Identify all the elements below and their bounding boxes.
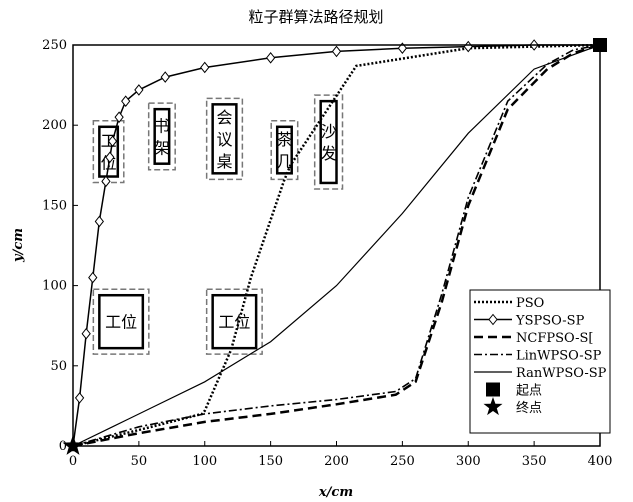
obstacle-box xyxy=(153,107,171,165)
x-tick-label: 100 xyxy=(192,454,217,469)
legend-label: RanWPSO-SP xyxy=(516,366,607,381)
obstacle: 工位 xyxy=(92,120,125,184)
obstacle-buffer-zone xyxy=(205,288,263,355)
y-tick-label: 0 xyxy=(59,439,67,454)
obstacle-buffer-zone xyxy=(92,288,150,355)
x-tick-label: 0 xyxy=(69,454,77,469)
y-axis-label: y/cm xyxy=(11,228,26,263)
legend-item: YSPSO-SP xyxy=(474,314,585,329)
x-axis-ticks: 0 50 100 150 200 250 300 350 400 xyxy=(69,441,613,469)
obstacle-label: 工位 xyxy=(105,313,137,332)
series-point-diamond xyxy=(81,327,91,340)
series-point-diamond xyxy=(101,175,111,188)
legend: PSO YSPSO-SP NCFPSO-S[ LinWPSO-SP RanWPSO-SP… xyxy=(469,289,611,434)
legend-item: NCFPSO-S[ xyxy=(474,331,594,346)
legend-label: YSPSO-SP xyxy=(515,314,585,329)
obstacle-label: 发 xyxy=(321,144,337,163)
obstacle-label: 议 xyxy=(217,130,233,149)
obstacle-label: 架 xyxy=(154,138,170,157)
obstacle-buffer-zone xyxy=(92,120,125,184)
y-tick-label: 200 xyxy=(42,118,67,133)
series-line-solid xyxy=(72,44,601,447)
obstacle: 沙发 xyxy=(313,94,344,190)
series-point-diamond xyxy=(463,40,473,53)
obstacle: 工位 xyxy=(205,288,263,355)
legend-item: PSO xyxy=(474,296,544,311)
series-point-diamond xyxy=(121,95,131,107)
obstacle-label: 沙 xyxy=(321,122,337,141)
legend-label: LinWPSO-SP xyxy=(516,349,602,364)
series-point-diamond xyxy=(105,151,115,164)
y-tick-label: 50 xyxy=(50,359,67,374)
obstacle-label: 会 xyxy=(217,108,233,127)
series-line-dashdot xyxy=(72,44,601,447)
legend-label: 终点 xyxy=(516,400,542,416)
series-point-diamond xyxy=(94,215,104,228)
legend-end-star xyxy=(483,397,503,416)
x-tick-label: 200 xyxy=(324,454,349,469)
series-point-diamond xyxy=(114,111,124,123)
series-point-diamond xyxy=(88,271,98,284)
obstacle-label: 工位 xyxy=(218,313,250,332)
x-axis-label: x/cm xyxy=(318,485,353,500)
legend-item: 起点 xyxy=(486,382,542,399)
obstacle: 茶几 xyxy=(270,120,299,181)
obstacle-box xyxy=(211,103,238,175)
obstacle: 会议桌 xyxy=(205,97,244,181)
x-tick-label: 300 xyxy=(456,454,481,469)
legend-item: RanWPSO-SP xyxy=(474,366,607,381)
legend-item: 终点 xyxy=(483,397,542,416)
obstacle-label: 茶 xyxy=(276,130,292,149)
legend-label: NCFPSO-S[ xyxy=(516,331,594,346)
obstacle-label: 几 xyxy=(276,152,292,171)
y-axis-ticks: 0 50 100 150 200 250 xyxy=(42,38,78,454)
legend-label: PSO xyxy=(516,296,544,311)
obstacle-box xyxy=(211,293,258,350)
series-point-diamond xyxy=(134,84,144,96)
series-point-diamond xyxy=(200,61,210,74)
obstacle-buffer-zone xyxy=(147,102,176,171)
x-tick-label: 50 xyxy=(131,454,148,469)
obstacle: 书架 xyxy=(147,102,176,171)
chart-title: 粒子群算法路径规划 xyxy=(248,8,383,26)
series-line-dashed xyxy=(72,43,601,448)
obstacle-box xyxy=(98,293,145,350)
series-point-diamond xyxy=(331,45,342,58)
x-tick-label: 350 xyxy=(522,454,547,469)
obstacle-box xyxy=(319,99,338,185)
obstacle-label: 桌 xyxy=(217,152,233,171)
legend-diamond-marker xyxy=(488,313,498,326)
series-point-diamond xyxy=(74,392,85,404)
series-point-diamond xyxy=(265,52,276,64)
series-point-diamond xyxy=(160,71,170,83)
obstacle-box xyxy=(275,125,293,175)
y-tick-label: 100 xyxy=(42,279,67,294)
x-tick-label: 250 xyxy=(390,454,415,469)
obstacle-buffer-zone xyxy=(313,94,344,190)
obstacles-layer: 工位书架会议桌茶几沙发工位工位 xyxy=(92,94,344,355)
legend-start-square xyxy=(486,382,500,397)
y-tick-label: 150 xyxy=(42,198,67,213)
legend-label: 起点 xyxy=(516,384,542,399)
series-point-diamond xyxy=(107,135,118,148)
x-tick-label: 150 xyxy=(258,454,283,469)
x-tick-label: 400 xyxy=(588,454,613,469)
obstacle-buffer-zone xyxy=(270,120,299,181)
obstacle-label: 书 xyxy=(154,116,170,135)
obstacle-buffer-zone xyxy=(205,97,244,181)
y-tick-label: 250 xyxy=(42,38,67,53)
legend-item: LinWPSO-SP xyxy=(474,349,602,364)
obstacle: 工位 xyxy=(92,288,150,355)
